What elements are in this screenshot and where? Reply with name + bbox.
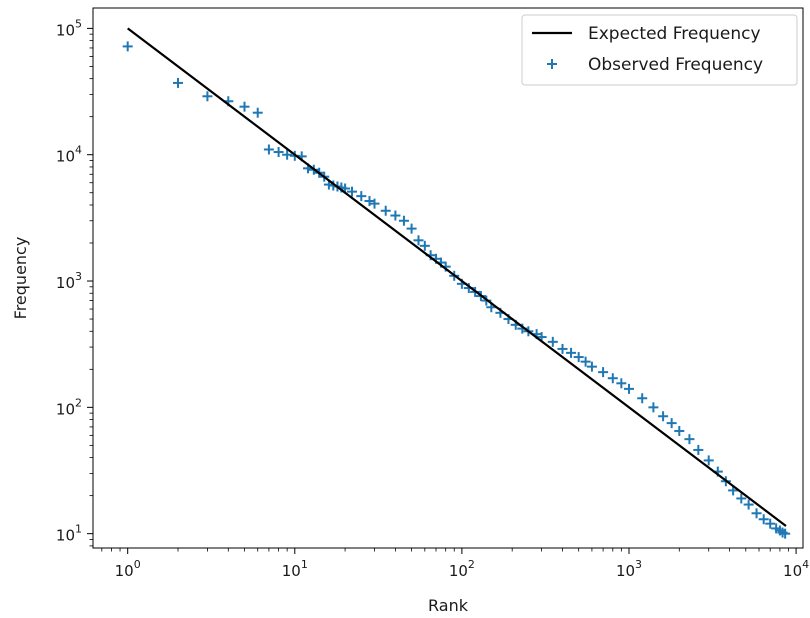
legend-box bbox=[521, 14, 798, 86]
observed-point bbox=[743, 499, 754, 510]
observed-point bbox=[693, 444, 704, 455]
observed-point bbox=[547, 336, 558, 347]
x-tick-label: 103 bbox=[616, 558, 642, 580]
observed-point bbox=[172, 77, 183, 88]
observed-point bbox=[623, 383, 634, 394]
observed-point bbox=[273, 147, 284, 158]
x-tick-label: 101 bbox=[282, 558, 308, 580]
observed-point bbox=[282, 149, 293, 160]
y-tick-label: 102 bbox=[56, 396, 82, 418]
observed-point bbox=[580, 356, 591, 367]
observed-point bbox=[674, 425, 685, 436]
legend-label-observed: Observed Frequency bbox=[588, 55, 763, 75]
x-tick-label: 104 bbox=[783, 558, 809, 580]
observed-point bbox=[736, 493, 747, 504]
observed-point bbox=[586, 361, 597, 372]
legend: Expected Frequency Observed Frequency bbox=[521, 14, 798, 86]
observed-point bbox=[573, 352, 584, 363]
legend-observed-marker-swatch bbox=[547, 59, 557, 69]
x-tick-label: 102 bbox=[449, 558, 475, 580]
observed-point bbox=[751, 508, 762, 519]
y-tick-label: 103 bbox=[56, 270, 82, 292]
observed-point bbox=[557, 343, 568, 354]
observed-point bbox=[364, 196, 375, 207]
observed-point bbox=[413, 235, 424, 246]
y-axis-label: Frequency bbox=[11, 237, 30, 320]
plot-frame bbox=[92, 7, 804, 549]
observed-point bbox=[598, 367, 609, 378]
axis-ticks: 100 101 102 103 104 101 102 103 104 105 bbox=[56, 17, 809, 580]
observed-point bbox=[703, 455, 714, 466]
observed-point bbox=[239, 101, 250, 112]
observed-point bbox=[666, 418, 677, 429]
plot-content bbox=[122, 27, 791, 539]
observed-point bbox=[347, 186, 358, 197]
x-axis-label: Rank bbox=[428, 596, 469, 615]
observed-point bbox=[390, 210, 401, 221]
observed-point bbox=[607, 373, 618, 384]
observed-point bbox=[616, 378, 627, 389]
observed-point bbox=[648, 402, 659, 413]
observed-point bbox=[369, 198, 380, 209]
expected-frequency-line bbox=[127, 27, 787, 527]
observed-point bbox=[356, 191, 367, 202]
observed-point bbox=[684, 434, 695, 445]
x-tick-label: 100 bbox=[115, 558, 141, 580]
observed-point bbox=[202, 91, 213, 102]
observed-point bbox=[765, 518, 776, 529]
observed-point bbox=[637, 393, 648, 404]
observed-point bbox=[780, 528, 791, 539]
observed-point bbox=[758, 514, 769, 525]
observed-point bbox=[406, 223, 417, 234]
observed-point bbox=[658, 411, 669, 422]
observed-point bbox=[263, 144, 274, 155]
observed-point bbox=[566, 347, 577, 358]
legend-label-expected: Expected Frequency bbox=[588, 24, 761, 44]
y-tick-label: 104 bbox=[56, 144, 82, 166]
observed-point bbox=[419, 240, 430, 251]
y-tick-label: 105 bbox=[56, 17, 82, 39]
observed-point bbox=[380, 205, 391, 216]
observed-point bbox=[122, 41, 133, 52]
observed-point bbox=[252, 107, 263, 118]
y-tick-label: 101 bbox=[56, 523, 82, 545]
observed-point bbox=[398, 215, 409, 226]
